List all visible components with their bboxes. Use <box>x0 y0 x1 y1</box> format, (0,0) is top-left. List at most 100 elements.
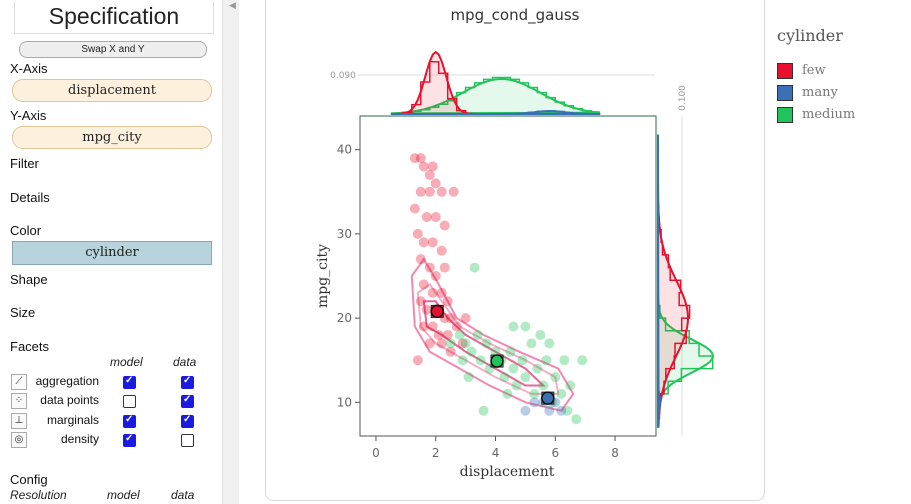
data-point-few-36 <box>424 338 435 349</box>
right-marginal <box>657 116 714 436</box>
density-contour-1 <box>416 283 560 395</box>
data-point-many-0 <box>520 405 531 416</box>
data-point-medium-35 <box>544 338 555 349</box>
color-label: Color <box>10 223 42 238</box>
data-point-few-3 <box>424 169 435 180</box>
filter-label[interactable]: Filter <box>10 156 39 171</box>
data-point-medium-2 <box>460 338 471 349</box>
color-field[interactable]: cylinder <box>12 241 212 265</box>
data-point-medium-31 <box>577 355 588 366</box>
legend-label-few: few <box>802 63 826 78</box>
data-point-medium-32 <box>463 372 474 383</box>
data-point-medium-18 <box>532 363 543 374</box>
data-point-medium-30 <box>535 329 546 340</box>
data-point-few-9 <box>448 186 459 197</box>
top-marginal-tick: 0.090 <box>330 71 356 81</box>
data-point-many-3 <box>544 405 555 416</box>
data-point-medium-8 <box>490 346 501 357</box>
data-point-few-11 <box>421 212 432 223</box>
data-point-few-4 <box>427 161 438 172</box>
data-point-many-5 <box>556 405 567 416</box>
y-axis-field[interactable]: mpg_city <box>12 126 212 149</box>
x-tick-label-6: 6 <box>551 446 559 460</box>
data-point-medium-12 <box>508 363 519 374</box>
data-point-few-33 <box>433 329 444 340</box>
size-label[interactable]: Size <box>10 305 36 320</box>
data-point-few-38 <box>445 346 456 357</box>
data-point-medium-10 <box>499 372 510 383</box>
data-point-medium-28 <box>508 321 519 332</box>
shape-label[interactable]: Shape <box>10 272 48 287</box>
resolution-model-header: model <box>107 488 140 502</box>
data-point-medium-25 <box>565 380 576 391</box>
y-tick-label-20: 20 <box>337 311 352 325</box>
density-contour-2 <box>422 300 546 387</box>
details-label[interactable]: Details <box>10 190 50 205</box>
data-point-medium-24 <box>562 405 573 416</box>
data-point-medium-20 <box>541 355 552 366</box>
y-tick-label-40: 40 <box>337 143 352 157</box>
collapse-arrow-icon[interactable]: ◀ <box>229 0 236 10</box>
data-point-few-0 <box>409 153 420 164</box>
right-marginal-tick: 0.100 <box>678 85 688 111</box>
chart-svg: mpg_cond_gauss 0 2 4 6 8 10 20 30 40 displacemen… <box>315 6 714 480</box>
data-point-few-27 <box>421 304 432 315</box>
data-point-medium-19 <box>538 380 549 391</box>
marginals-model-checkbox[interactable] <box>123 414 136 428</box>
specification-title: Specification <box>14 2 214 34</box>
data-point-few-1 <box>415 153 426 164</box>
data-point-medium-17 <box>529 388 540 399</box>
data-point-few-15 <box>418 237 429 248</box>
data-point-few-30 <box>445 313 456 324</box>
density-icon: ◎ <box>11 432 27 448</box>
data-point-few-37 <box>436 338 447 349</box>
x-axis-title: displacement <box>460 464 555 480</box>
x-axis-field[interactable]: displacement <box>12 79 212 102</box>
data-point-few-17 <box>436 245 447 256</box>
data-point-few-34 <box>442 329 453 340</box>
data-point-few-24 <box>436 287 447 298</box>
data-point-medium-5 <box>475 355 486 366</box>
data-point-few-6 <box>415 186 426 197</box>
facets-label: Facets <box>10 339 50 354</box>
data-point-medium-29 <box>520 321 531 332</box>
panel-divider[interactable] <box>222 0 239 504</box>
data-points-data-checkbox[interactable] <box>181 394 194 408</box>
data-point-medium-34 <box>502 388 513 399</box>
data-point-many-1 <box>529 397 540 408</box>
specification-panel: Specification Swap X and Y X-Axis displa… <box>0 0 222 504</box>
marginals-icon: ⊥ <box>11 413 27 429</box>
data-point-medium-4 <box>472 329 483 340</box>
aggregate-point-many <box>541 391 555 405</box>
density-model-checkbox[interactable] <box>123 433 136 447</box>
data-point-few-32 <box>427 321 438 332</box>
top-marginal <box>358 50 655 115</box>
data-point-medium-16 <box>526 338 537 349</box>
data-point-medium-36 <box>559 355 570 366</box>
data-point-few-7 <box>424 186 435 197</box>
marginals-data-checkbox[interactable] <box>181 414 194 428</box>
facet-name-marginals: marginals <box>46 413 99 427</box>
scatter-icon: ⁘ <box>11 393 27 409</box>
data-point-medium-15 <box>520 372 531 383</box>
x-tick-label-2: 2 <box>432 446 440 460</box>
density-contours <box>410 257 575 412</box>
config-label: Config <box>10 472 48 487</box>
data-point-few-10 <box>409 203 420 214</box>
data-point-few-23 <box>427 287 438 298</box>
x-axis-label: X-Axis <box>10 61 48 76</box>
data-point-medium-14 <box>517 355 528 366</box>
data-points-model-checkbox[interactable] <box>123 395 136 408</box>
data-point-medium-1 <box>454 329 465 340</box>
y-tick-label-10: 10 <box>337 395 352 409</box>
aggregation-model-checkbox[interactable] <box>123 375 136 389</box>
data-point-few-31 <box>418 321 429 332</box>
data-point-few-2 <box>418 161 429 172</box>
aggregation-data-checkbox[interactable] <box>181 375 194 389</box>
facets-model-header: model <box>110 355 143 369</box>
density-data-checkbox[interactable] <box>181 434 194 447</box>
data-point-few-21 <box>439 262 450 273</box>
data-point-medium-27 <box>469 262 480 273</box>
data-point-medium-33 <box>478 405 489 416</box>
swap-xy-button[interactable]: Swap X and Y <box>19 41 207 58</box>
